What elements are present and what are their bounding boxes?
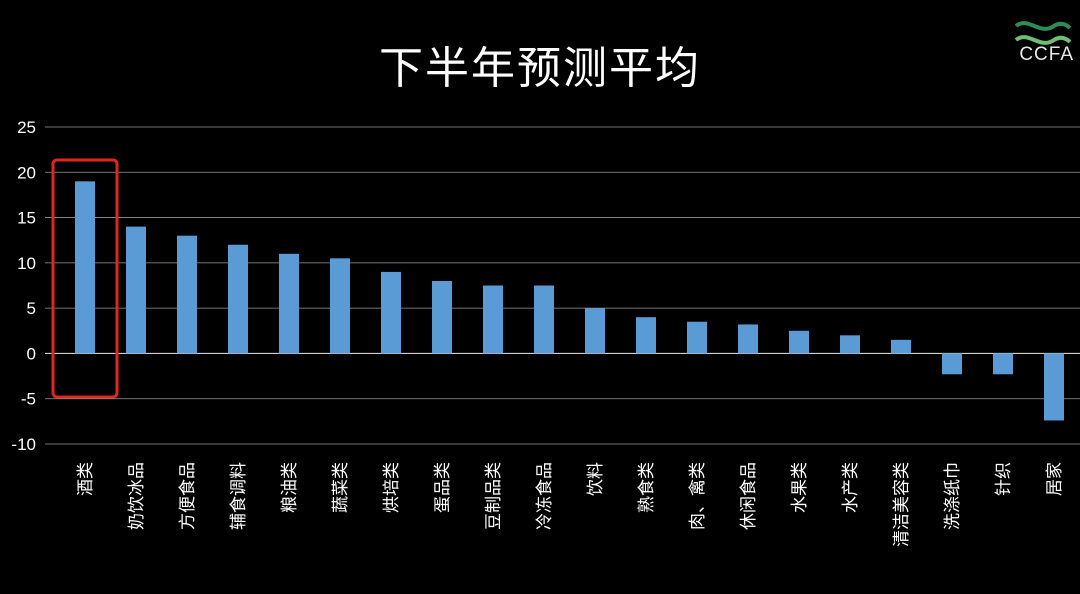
bar: [432, 280, 452, 354]
bar: [636, 317, 656, 354]
bar: [942, 353, 962, 375]
bar: [1044, 353, 1064, 421]
logo-text: CCFA: [1019, 44, 1074, 65]
y-tick-label: 25: [17, 118, 36, 137]
x-category-label: 粮油类: [280, 462, 300, 513]
bar: [789, 330, 809, 354]
y-axis-ticks: -10 -5 0 5 10 15 20 25: [11, 118, 36, 454]
x-category-label: 熟食类: [636, 462, 657, 513]
x-category-label: 休闲食品: [739, 462, 759, 530]
ccfa-logo-icon: [1014, 21, 1072, 45]
bar: [381, 271, 401, 354]
x-axis-categories: 酒类 奶饮冰品 方便食品 辅食调料 粮油类 蔬菜类 烘培类 蛋品类 豆制品类 冷冻食品 饮料 熟食类 肉…: [76, 462, 1065, 547]
x-category-label: 居家: [1045, 462, 1065, 496]
bar: [891, 339, 911, 354]
x-category-label: 清洁美容类: [892, 462, 912, 547]
bar: [228, 244, 248, 354]
x-category-label: 辅食调料: [229, 462, 249, 530]
chart-title: 下半年预测平均: [379, 43, 701, 94]
bar: [738, 324, 758, 354]
y-tick-label: -5: [21, 390, 36, 409]
bar: [75, 181, 95, 354]
x-category-label: 水产类: [841, 462, 861, 513]
y-tick-label: 5: [27, 299, 36, 318]
bar: [330, 258, 350, 354]
x-category-label: 方便食品: [178, 462, 198, 530]
highlight-layer: [51, 158, 119, 399]
bars: [75, 181, 1064, 421]
highlight-box: [51, 158, 119, 399]
x-category-label: 水果类: [790, 462, 810, 513]
x-category-label: 饮料: [586, 462, 606, 496]
bar: [483, 285, 503, 354]
y-tick-label: 0: [27, 344, 36, 363]
x-category-label: 奶饮冰品: [127, 462, 147, 530]
bar: [585, 308, 605, 354]
bar: [279, 253, 299, 354]
logo-wave-upper: [1014, 21, 1072, 31]
bar: [687, 321, 707, 354]
x-category-label: 肉、禽类: [688, 462, 708, 530]
x-category-label: 豆制品类: [484, 462, 504, 530]
gridlines: [45, 126, 1080, 445]
x-category-label: 蔬菜类: [331, 462, 351, 513]
x-category-label: 蛋品类: [433, 462, 453, 513]
y-tick-label: -10: [11, 435, 36, 454]
bar: [126, 226, 146, 354]
y-tick-label: 20: [17, 163, 36, 182]
y-tick-label: 15: [17, 209, 36, 228]
x-category-label: 冷冻食品: [535, 462, 555, 530]
bar: [993, 353, 1013, 375]
bar: [177, 235, 197, 354]
logo-wave-lower: [1014, 35, 1072, 45]
y-tick-label: 10: [17, 254, 36, 273]
x-category-label: 酒类: [76, 462, 96, 496]
bar: [534, 285, 554, 354]
x-category-label: 洗涤纸巾: [943, 462, 963, 530]
bar: [840, 335, 860, 354]
x-category-label: 针织: [994, 462, 1014, 496]
x-category-label: 烘培类: [382, 462, 402, 513]
